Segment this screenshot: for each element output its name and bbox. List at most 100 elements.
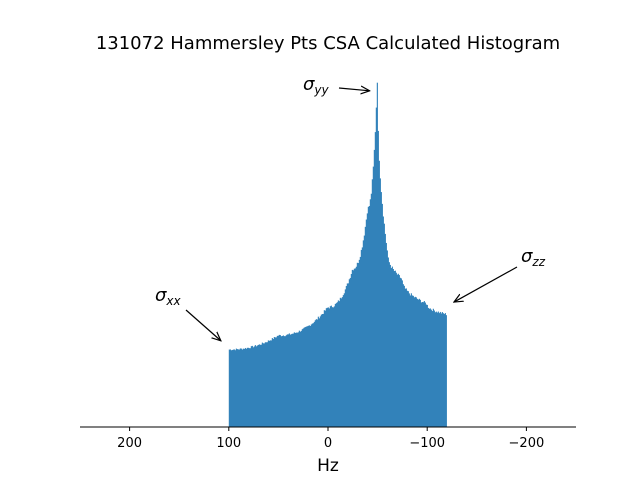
histogram-bar bbox=[390, 268, 392, 427]
histogram-bar bbox=[371, 179, 373, 427]
histogram-bar bbox=[244, 347, 246, 427]
histogram-bar bbox=[358, 259, 360, 427]
x-axis-label: Hz bbox=[317, 456, 339, 476]
histogram-bar bbox=[307, 325, 309, 427]
histogram-bar bbox=[261, 342, 263, 427]
histogram-bar bbox=[245, 348, 247, 427]
histogram-bar bbox=[306, 326, 308, 427]
histogram-bar bbox=[363, 235, 365, 427]
histogram-bar bbox=[362, 240, 364, 427]
histogram-bar bbox=[284, 336, 286, 427]
histogram-bar bbox=[384, 233, 386, 427]
histogram-bar bbox=[309, 325, 311, 427]
histogram-bar bbox=[367, 206, 369, 427]
histogram-bar bbox=[250, 346, 252, 427]
histogram-bar bbox=[256, 345, 258, 427]
histogram-bar bbox=[410, 293, 412, 427]
histogram-bar bbox=[404, 288, 406, 427]
histogram-bar bbox=[433, 310, 435, 427]
histogram-bar bbox=[285, 335, 287, 427]
histogram-bar bbox=[251, 345, 253, 427]
histogram-bar bbox=[293, 332, 295, 427]
histogram-bar bbox=[315, 319, 317, 427]
histogram-bar bbox=[426, 304, 428, 427]
histogram-bar bbox=[348, 279, 350, 427]
x-tick-label: −100 bbox=[409, 436, 445, 451]
histogram-bar bbox=[419, 299, 421, 427]
histogram-bar bbox=[317, 316, 319, 427]
histogram-bar bbox=[267, 340, 269, 427]
histogram-bar bbox=[282, 335, 284, 427]
histogram-bar bbox=[287, 334, 289, 427]
histogram-bar bbox=[304, 327, 306, 427]
histogram-bar bbox=[436, 312, 438, 427]
histogram-bar bbox=[281, 336, 283, 427]
histogram-bar bbox=[323, 310, 325, 427]
histogram-bar bbox=[344, 289, 346, 427]
x-axis-ticks: 200 100 0 −100 −200 bbox=[117, 427, 544, 451]
sigma-zz-arrow bbox=[454, 266, 518, 302]
histogram-bar bbox=[364, 226, 366, 427]
histogram-bar bbox=[440, 313, 442, 427]
histogram-bar bbox=[247, 347, 249, 427]
histogram-bar bbox=[329, 306, 331, 427]
histogram-bar bbox=[437, 311, 439, 427]
histogram-bar bbox=[298, 330, 300, 427]
histogram-bar bbox=[389, 264, 391, 427]
histogram-bar bbox=[428, 308, 430, 427]
histogram-bar bbox=[233, 349, 235, 427]
histogram-bar bbox=[324, 310, 326, 427]
histogram-bar bbox=[393, 271, 395, 427]
histogram-bar bbox=[288, 333, 290, 427]
histogram-bar bbox=[385, 242, 387, 427]
histogram-bar bbox=[262, 343, 264, 427]
histogram-bar bbox=[391, 266, 393, 427]
histogram-bar bbox=[272, 339, 274, 427]
histogram-bar bbox=[387, 257, 389, 427]
sigma-zz-label: σzz bbox=[521, 246, 546, 269]
histogram-bar bbox=[325, 308, 327, 427]
histogram-bar bbox=[279, 335, 281, 427]
histogram-bar bbox=[303, 327, 305, 427]
histogram-bar bbox=[333, 306, 335, 427]
histogram-bar bbox=[431, 311, 433, 427]
histogram-bar bbox=[432, 308, 434, 427]
sigma-xx-arrow bbox=[185, 309, 221, 341]
histogram-bar bbox=[318, 318, 320, 427]
histogram-bar bbox=[435, 311, 437, 427]
histogram-bar bbox=[397, 273, 399, 427]
histogram-bar bbox=[257, 344, 259, 427]
histogram-bar bbox=[295, 332, 297, 427]
histogram-bar bbox=[443, 314, 445, 427]
histogram-bar bbox=[294, 332, 296, 427]
histogram-bar bbox=[411, 295, 413, 427]
histogram-bar bbox=[341, 297, 343, 427]
histogram-bar bbox=[231, 350, 233, 427]
histogram-bar bbox=[265, 342, 267, 427]
histogram-bar bbox=[346, 283, 348, 427]
histogram-bar bbox=[434, 312, 436, 427]
histogram-bar bbox=[232, 349, 234, 427]
histogram-bar bbox=[382, 216, 384, 427]
histogram-bar bbox=[259, 344, 261, 427]
histogram-bar bbox=[438, 313, 440, 427]
histogram-bar bbox=[429, 308, 431, 427]
histogram-bar bbox=[377, 130, 379, 427]
histogram-bar bbox=[375, 107, 377, 427]
histogram-bar bbox=[296, 332, 298, 427]
histogram-bar bbox=[276, 335, 278, 427]
sigma-yy-label: σyy bbox=[303, 74, 330, 97]
histogram-bar bbox=[248, 348, 250, 427]
histogram-bar bbox=[230, 350, 232, 427]
histogram-bar bbox=[270, 340, 272, 427]
histogram-bars bbox=[228, 82, 447, 428]
histogram-bar bbox=[439, 311, 441, 427]
histogram-bar bbox=[258, 344, 260, 427]
histogram-bar bbox=[340, 298, 342, 427]
histogram-bar bbox=[379, 178, 381, 427]
histogram-bar bbox=[242, 348, 244, 427]
histogram-bar bbox=[357, 263, 359, 427]
histogram-bar bbox=[297, 332, 299, 427]
histogram-bar bbox=[353, 268, 355, 427]
histogram-bar bbox=[239, 348, 241, 427]
